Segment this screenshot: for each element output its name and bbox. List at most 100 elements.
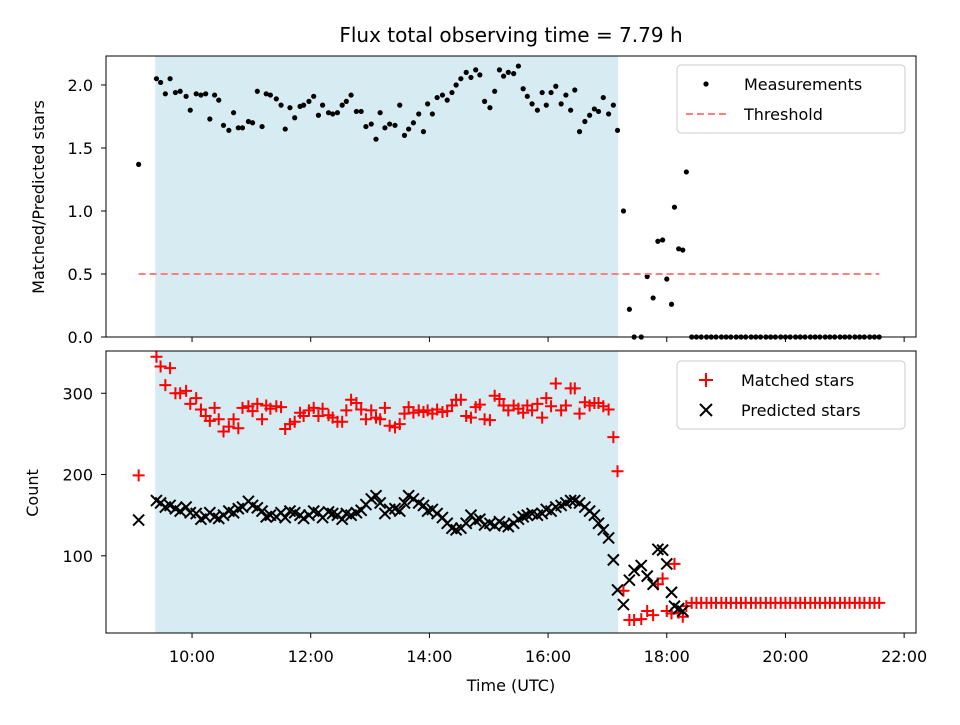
measurement-point [600, 94, 606, 101]
measurement-point [198, 92, 204, 98]
measurement-point [172, 89, 179, 96]
ratio-legend: Measurements Threshold [676, 64, 906, 134]
measurement-point [655, 238, 661, 244]
predicted-star-marker [623, 573, 636, 587]
measurement-point [620, 208, 627, 214]
chart-title: Flux total observing time = 7.79 h [339, 23, 682, 47]
measurement-point [397, 102, 403, 108]
measurement-point [558, 101, 564, 107]
y-tick-label: 0.5 [68, 265, 93, 284]
measurement-point [458, 76, 464, 82]
y-tick-label: 1.5 [68, 139, 93, 158]
matched-star-marker [288, 415, 301, 428]
measurement-point [614, 127, 621, 133]
x-tick-label: 16:00 [525, 647, 571, 666]
measurement-point [334, 110, 341, 116]
measurement-point [157, 79, 164, 86]
matched-star-marker [536, 411, 549, 424]
matched-star-marker [154, 360, 167, 373]
x-tick-label: 22:00 [881, 647, 927, 666]
matched-star-marker [159, 379, 172, 392]
measurement-point [576, 129, 583, 135]
measurement-point [203, 91, 209, 97]
measurement-point [416, 111, 422, 117]
y-tick-label: 1.0 [68, 202, 93, 221]
count-y-tick-labels: 100 200 300 [62, 384, 93, 566]
y-tick-label: 200 [62, 466, 93, 485]
predicted-star-marker [417, 499, 430, 512]
measurement-point [406, 126, 412, 132]
predicted-star-marker [322, 505, 335, 519]
measurement-point [392, 122, 398, 128]
matched-star-marker [246, 405, 259, 418]
measurement-point [650, 295, 656, 301]
predicted-star-marker [398, 496, 411, 510]
predicted-star-marker [564, 494, 577, 507]
measurement-point [136, 161, 142, 167]
measurement-point [363, 123, 369, 130]
legend-marker-predicted [699, 403, 713, 417]
measurement-point [680, 247, 686, 253]
measurement-point [282, 126, 288, 132]
measurement-point [377, 110, 383, 116]
measurement-point [254, 88, 260, 94]
predicted-star-marker [132, 513, 145, 527]
measurement-point [444, 97, 450, 103]
matched-star-marker [873, 596, 886, 609]
matched-star-marker [312, 410, 325, 423]
count-y-axis-title: Count [23, 469, 42, 517]
predicted-star-marker [516, 510, 530, 523]
matched-star-marker [611, 465, 624, 478]
measurement-point [473, 67, 479, 73]
predicted-star-marker [602, 531, 615, 545]
legend-label-matched: Matched stars [741, 371, 854, 390]
x-tick-label: 20:00 [762, 647, 808, 666]
measurement-point [520, 86, 526, 92]
measurement-point [534, 107, 541, 113]
observing-window-shade [155, 56, 619, 337]
matched-star-marker [232, 422, 245, 435]
matched-star-marker [316, 402, 329, 415]
predicted-star-marker [588, 508, 601, 522]
predicted-star-marker [369, 489, 383, 502]
x-tick-label: 18:00 [644, 647, 690, 666]
predicted-star-marker [665, 586, 678, 599]
matched-star-marker [431, 403, 444, 416]
predicted-star-marker [646, 578, 660, 591]
predicted-star-marker [676, 604, 689, 618]
measurement-point [664, 276, 670, 282]
x-axis-labels: 10:00 12:00 14:00 16:00 18:00 20:00 22:0… [169, 647, 927, 666]
predicted-star-marker [607, 553, 620, 567]
x-tick-label: 14:00 [406, 647, 452, 666]
measurement-point [477, 72, 483, 78]
measurement-point [343, 98, 349, 104]
measurement-point [278, 102, 284, 108]
matched-star-marker [251, 397, 264, 410]
measurement-point [420, 129, 427, 135]
matched-star-marker [568, 382, 581, 395]
predicted-star-marker [335, 513, 349, 526]
predicted-star-marker [232, 502, 245, 515]
measurement-point [582, 118, 588, 125]
measurement-point [373, 136, 379, 142]
predicted-star-marker [597, 523, 610, 536]
matched-star-marker [531, 397, 544, 410]
measurement-point [301, 102, 307, 108]
ratio-panel [101, 55, 917, 342]
measurement-point [543, 102, 549, 108]
predicted-star-marker [260, 510, 273, 523]
measurement-point [177, 88, 183, 94]
measurement-point [216, 97, 222, 103]
plot-frame [105, 55, 917, 338]
x-tick-label: 12:00 [288, 647, 334, 666]
x-axis-title: Time (UTC) [466, 676, 555, 695]
predicted-star-marker [173, 504, 187, 518]
matched-star-marker [336, 415, 349, 428]
matched-star-marker [602, 403, 615, 416]
matched-star-marker [374, 413, 387, 426]
matched-star-marker [647, 609, 660, 622]
measurement-point [572, 87, 578, 93]
measurement-point [587, 112, 593, 118]
matched-star-marker [393, 418, 406, 431]
matched-star-marker [203, 414, 216, 427]
